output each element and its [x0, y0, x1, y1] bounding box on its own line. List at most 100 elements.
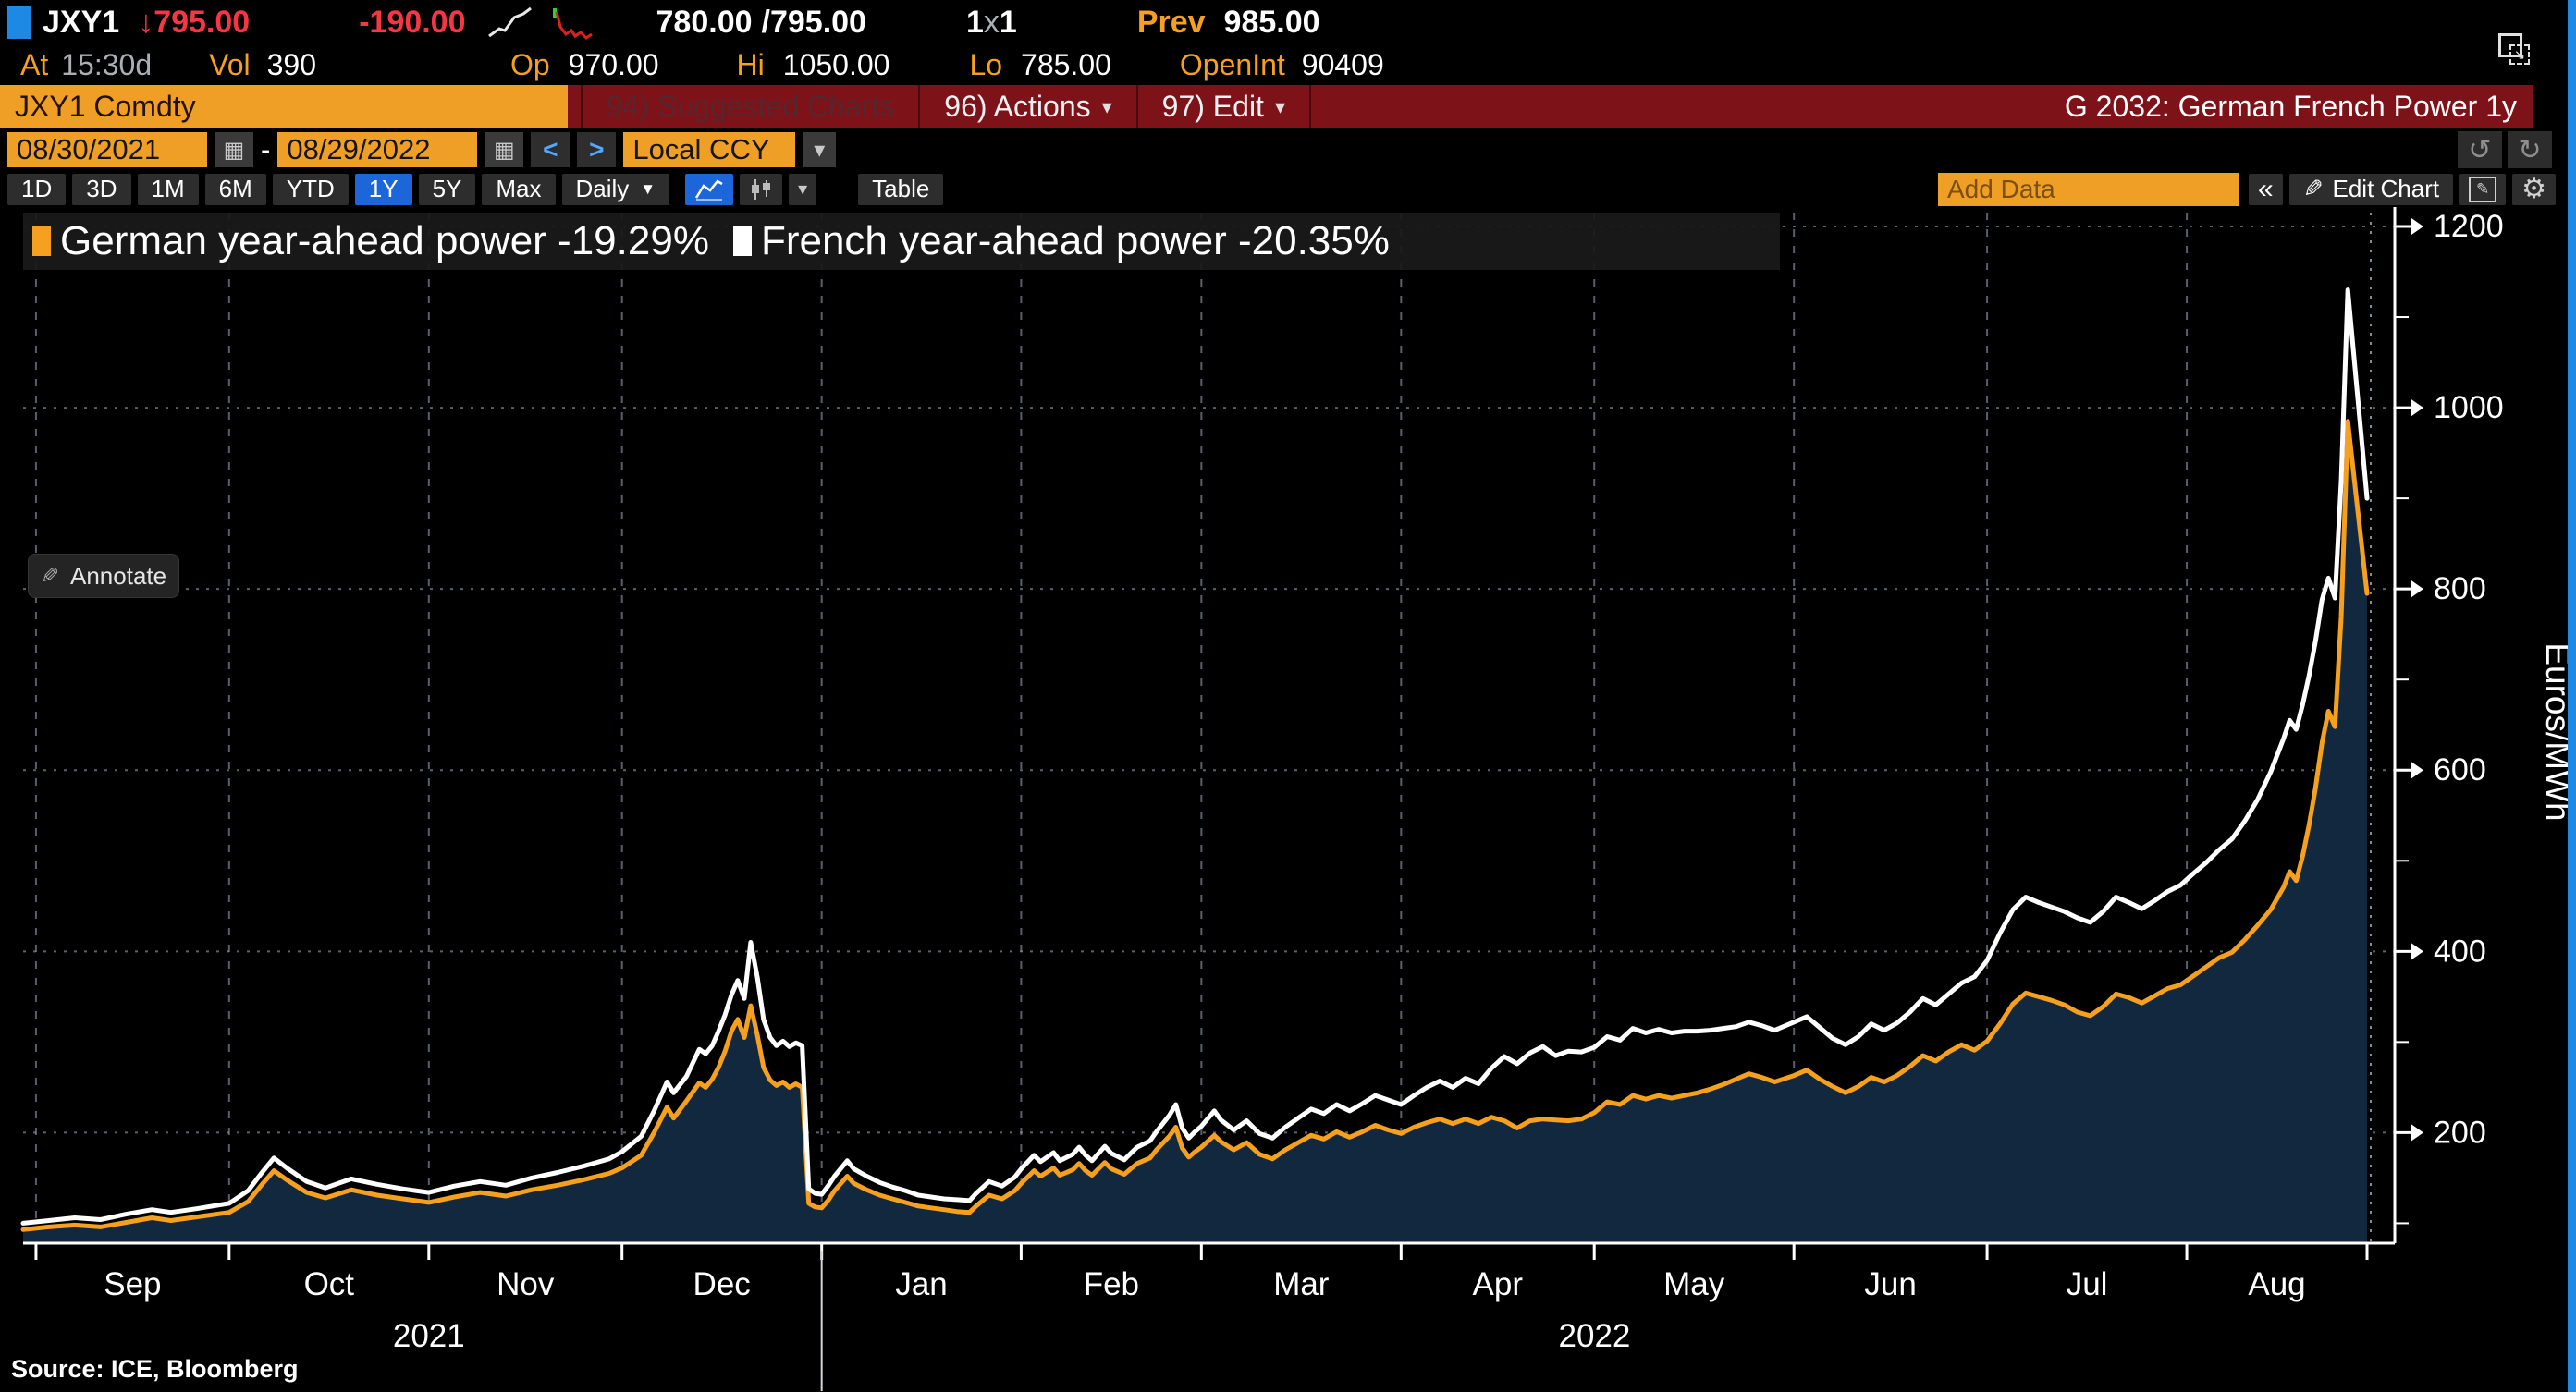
source-note: Source: ICE, Bloomberg: [11, 1355, 299, 1383]
range-5y-button[interactable]: 5Y: [418, 173, 476, 205]
x-axis-ticks: Sep Oct Nov Dec Jan Feb Mar Apr May Jun Jul Aug: [34, 1243, 2369, 1302]
open-value: 970.00: [568, 47, 659, 81]
add-data-input[interactable]: Add Data: [1938, 172, 2239, 206]
collapse-panel-button[interactable]: «: [2249, 173, 2283, 205]
prev-close: 985.00: [1223, 4, 1320, 40]
menu-actions-label: 96) Actions: [944, 90, 1091, 123]
german-series-label: German year-ahead power -19.29%: [60, 218, 709, 263]
axes: [23, 207, 2397, 1245]
range-ytd-button[interactable]: YTD: [272, 173, 349, 205]
range-3d-button[interactable]: 3D: [72, 173, 131, 205]
next-period-button[interactable]: >: [577, 132, 617, 167]
edit-chart-label: Edit Chart: [2332, 175, 2440, 202]
openint-value: 90409: [1301, 47, 1384, 81]
frequency-select[interactable]: Daily ▼: [561, 173, 670, 205]
table-button[interactable]: Table: [858, 173, 944, 205]
svg-text:Apr: Apr: [1473, 1266, 1524, 1302]
redo-button[interactable]: ↻: [2508, 131, 2552, 168]
svg-text:Aug: Aug: [2248, 1266, 2305, 1302]
range-1y-button[interactable]: 1Y: [354, 173, 412, 205]
ticker-symbol: JXY1: [43, 4, 120, 40]
price-trend-sparkline-icon: [552, 8, 593, 40]
annotate-button[interactable]: ✎ Annotate: [28, 554, 179, 598]
end-date-input[interactable]: 08/29/2022: [277, 132, 478, 167]
calendar-icon[interactable]: ▦: [215, 132, 253, 167]
menu-bar: JXY1 Comdty 94) Suggested Charts 96) Act…: [0, 85, 2533, 128]
line-chart-type-button[interactable]: [685, 173, 734, 205]
range-6m-button[interactable]: 6M: [204, 173, 266, 205]
calendar-icon[interactable]: ▦: [485, 132, 524, 167]
legend-item-french[interactable]: French year-ahead power -20.35%: [732, 218, 1390, 264]
down-arrow-icon: ↓: [138, 4, 154, 40]
svg-text:Jun: Jun: [1864, 1266, 1916, 1302]
start-date-input[interactable]: 08/30/2021: [7, 132, 207, 167]
candlestick-chart-type-button[interactable]: [740, 173, 783, 205]
menu-actions[interactable]: 96) Actions ▾: [920, 85, 1138, 128]
chevron-down-icon: ▾: [1274, 94, 1285, 118]
month-gridlines: [34, 213, 2372, 1243]
range-max-button[interactable]: Max: [482, 173, 556, 205]
bid-size: 1: [965, 4, 984, 40]
gear-icon[interactable]: ⚙: [2512, 173, 2556, 205]
annotate-label: Annotate: [70, 561, 167, 590]
svg-text:Nov: Nov: [497, 1266, 555, 1302]
at-label: At: [20, 47, 49, 81]
note-edit-icon: ✎: [2469, 176, 2497, 202]
date-dash: -: [261, 133, 271, 165]
svg-text:1200: 1200: [2434, 209, 2504, 244]
svg-text:Jan: Jan: [895, 1266, 947, 1302]
french-price-line: [20, 287, 2370, 1226]
svg-text:Dec: Dec: [693, 1266, 751, 1302]
legend-item-german[interactable]: German year-ahead power -19.29%: [32, 218, 709, 264]
pencil-icon: ✎: [2302, 175, 2324, 202]
stats-row: At 15:30d Vol 390 Op 970.00 Hi 1050.00 L…: [0, 44, 2576, 85]
svg-text:2022: 2022: [1559, 1318, 1631, 1354]
range-1d-button[interactable]: 1D: [7, 173, 67, 205]
high-label: Hi: [736, 47, 765, 81]
ask-size: 1: [999, 4, 1017, 40]
size-separator: x: [983, 4, 1000, 40]
svg-text:Sep: Sep: [104, 1266, 161, 1302]
intraday-sparkline-icon: [487, 6, 532, 38]
svg-text:Oct: Oct: [304, 1266, 355, 1302]
last-price: 795.00: [153, 4, 251, 40]
range-1m-button[interactable]: 1M: [137, 173, 199, 205]
menu-bar-row: JXY1 Comdty 94) Suggested Charts 96) Act…: [0, 85, 2576, 128]
german-price-line: [20, 419, 2370, 1232]
edit-chart-button[interactable]: ✎ Edit Chart: [2288, 173, 2454, 205]
svg-text:200: 200: [2434, 1115, 2486, 1150]
french-series-label: French year-ahead power -20.35%: [760, 218, 1390, 263]
svg-text:400: 400: [2434, 934, 2486, 969]
svg-text:Feb: Feb: [1084, 1266, 1139, 1302]
svg-text:May: May: [1663, 1266, 1725, 1302]
chart-settings-button[interactable]: ✎: [2459, 173, 2507, 205]
svg-text:600: 600: [2434, 752, 2486, 788]
menu-edit[interactable]: 97) Edit ▾: [1138, 85, 1311, 128]
currency-dropdown-arrow[interactable]: ▾: [803, 132, 837, 167]
openint-label: OpenInt: [1179, 47, 1285, 81]
chart-type-dropdown-arrow[interactable]: ▾: [789, 173, 817, 205]
prev-period-button[interactable]: <: [531, 132, 570, 167]
candlestick-icon: [752, 178, 771, 200]
panel-title: G 2032: German French Power 1y: [2064, 90, 2517, 123]
chevron-down-icon: ▼: [640, 179, 656, 198]
menu-suggested-charts[interactable]: 94) Suggested Charts: [581, 85, 921, 128]
year-labels: 2021 2022: [393, 1251, 1631, 1391]
price-change: -190.00: [359, 4, 466, 40]
svg-text:800: 800: [2434, 571, 2486, 606]
at-time: 15:30d: [61, 47, 153, 81]
currency-select[interactable]: Local CCY: [623, 132, 796, 167]
ask-price: 795.00: [769, 4, 866, 40]
chevron-down-icon: ▾: [1101, 94, 1112, 118]
french-series-swatch: [732, 226, 752, 256]
popout-window-icon[interactable]: ↘: [2498, 33, 2539, 70]
y-axis-ticks: 200 400 600 800 1000 1200: [2395, 209, 2504, 1225]
svg-text:1000: 1000: [2434, 390, 2504, 425]
chart-legend: German year-ahead power -19.29% French y…: [23, 213, 1780, 270]
undo-button[interactable]: ↺: [2458, 131, 2502, 168]
shrink-arrow-icon: ↘: [2509, 44, 2530, 65]
frequency-label: Daily: [575, 175, 630, 202]
german-area-fill: [23, 421, 2367, 1243]
security-tab[interactable]: JXY1 Comdty: [0, 85, 568, 128]
